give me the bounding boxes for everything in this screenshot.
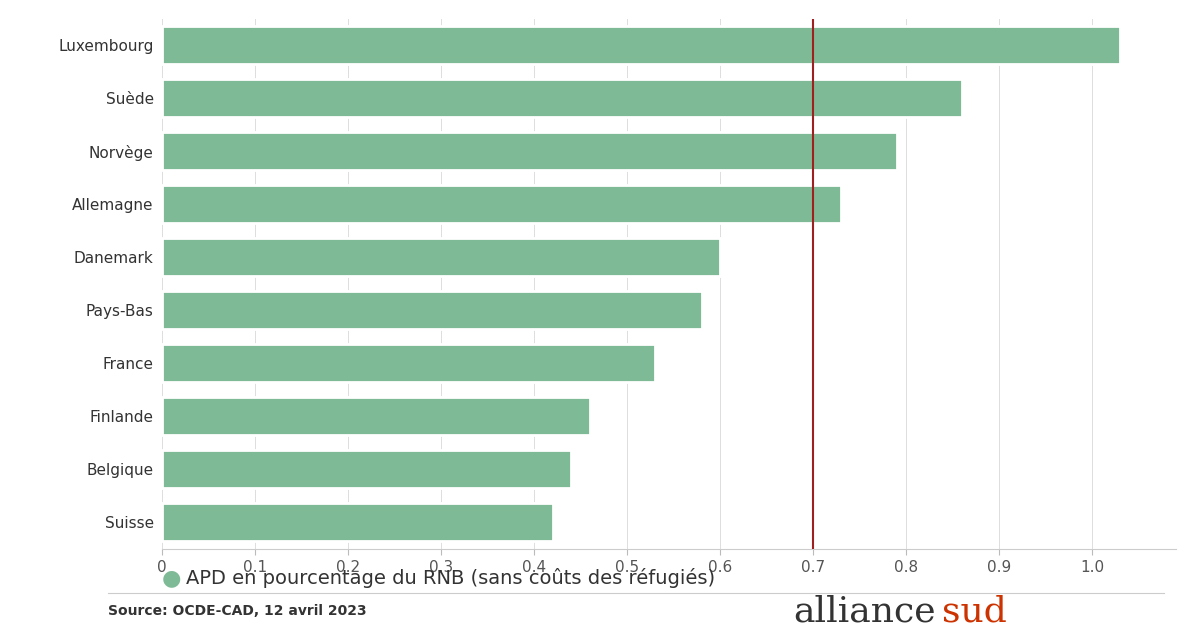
Text: Source: OCDE-CAD, 12 avril 2023: Source: OCDE-CAD, 12 avril 2023 <box>108 604 367 618</box>
Text: APD en pourcentage du RNB (sans coûts des réfugiés): APD en pourcentage du RNB (sans coûts de… <box>186 568 715 588</box>
Bar <box>162 450 571 488</box>
Text: alliance: alliance <box>793 594 936 627</box>
Bar <box>162 26 1120 65</box>
Bar <box>162 238 720 277</box>
Text: sud: sud <box>942 594 1007 627</box>
Bar <box>162 185 841 223</box>
Bar <box>162 132 896 171</box>
Text: ●: ● <box>162 568 181 588</box>
Bar <box>162 79 962 117</box>
Bar <box>162 503 553 541</box>
Bar <box>162 291 702 329</box>
Bar <box>162 397 590 435</box>
Bar <box>162 344 655 382</box>
